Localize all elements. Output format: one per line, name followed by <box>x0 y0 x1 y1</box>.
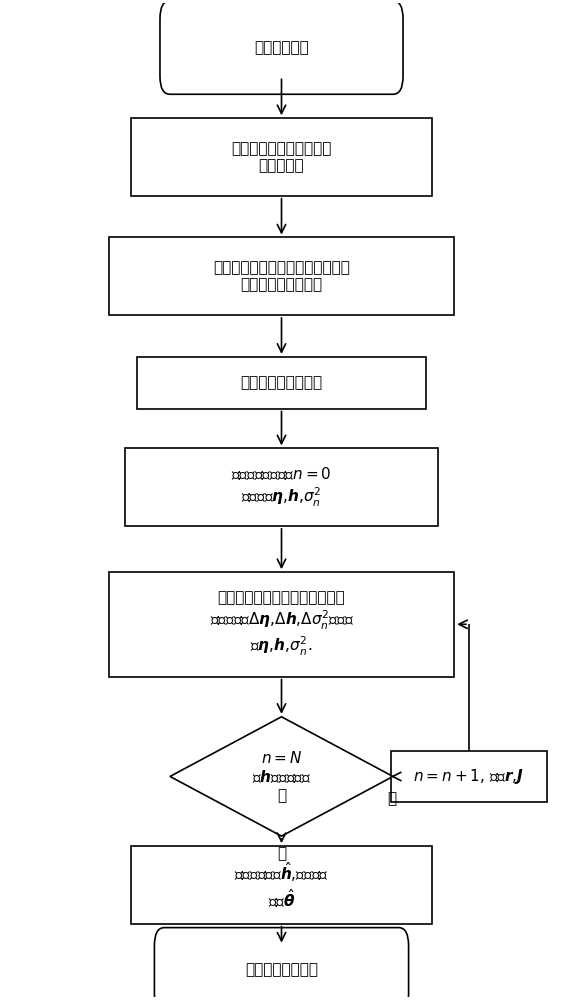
Bar <box>109 237 454 315</box>
Bar <box>126 448 437 526</box>
Text: 估计信号极化参数: 估计信号极化参数 <box>245 962 318 977</box>
Bar <box>137 357 426 409</box>
Text: 互质阵列布阵: 互质阵列布阵 <box>254 40 309 55</box>
Text: 否: 否 <box>387 791 396 806</box>
Text: 设置迭代计数变量$n=0$
并初始化$\boldsymbol{\eta}$,$\boldsymbol{h}$,$\sigma_n^2$: 设置迭代计数变量$n=0$ 并初始化$\boldsymbol{\eta}$,$\… <box>231 465 332 509</box>
Bar <box>391 751 547 802</box>
Bar <box>131 846 432 924</box>
FancyBboxPatch shape <box>160 1 403 94</box>
Text: 构建部分极化信号的接收
模型并采样: 构建部分极化信号的接收 模型并采样 <box>231 141 332 173</box>
Bar <box>131 118 432 196</box>
Bar <box>109 572 454 677</box>
Text: $n=N$
或$\boldsymbol{h}$达到收敛条
件: $n=N$ 或$\boldsymbol{h}$达到收敛条 件 <box>252 750 311 803</box>
Polygon shape <box>170 717 393 836</box>
Text: $n=n+1$, 更新$\boldsymbol{r}$,$\boldsymbol{J}$: $n=n+1$, 更新$\boldsymbol{r}$,$\boldsymbol… <box>413 767 524 786</box>
Text: 初始化内插输出信号: 初始化内插输出信号 <box>240 375 323 390</box>
Text: 利用零化系数$\hat{\boldsymbol{h}}$,估计波达
方向$\hat{\boldsymbol{\theta}}$: 利用零化系数$\hat{\boldsymbol{h}}$,估计波达 方向$\ha… <box>234 860 329 910</box>
Text: 构造阵元不重复虚拟阵列输出及其
模型噪声协方差矩阵: 构造阵元不重复虚拟阵列输出及其 模型噪声协方差矩阵 <box>213 260 350 292</box>
Text: 是: 是 <box>277 847 286 862</box>
FancyBboxPatch shape <box>154 928 409 1000</box>
Text: 解线性等式约束最小二乘问题，
得到差分量$\Delta\boldsymbol{\eta}$,$\Delta\boldsymbol{h}$,$\Delta\sig: 解线性等式约束最小二乘问题， 得到差分量$\Delta\boldsymbol{\… <box>209 590 354 658</box>
